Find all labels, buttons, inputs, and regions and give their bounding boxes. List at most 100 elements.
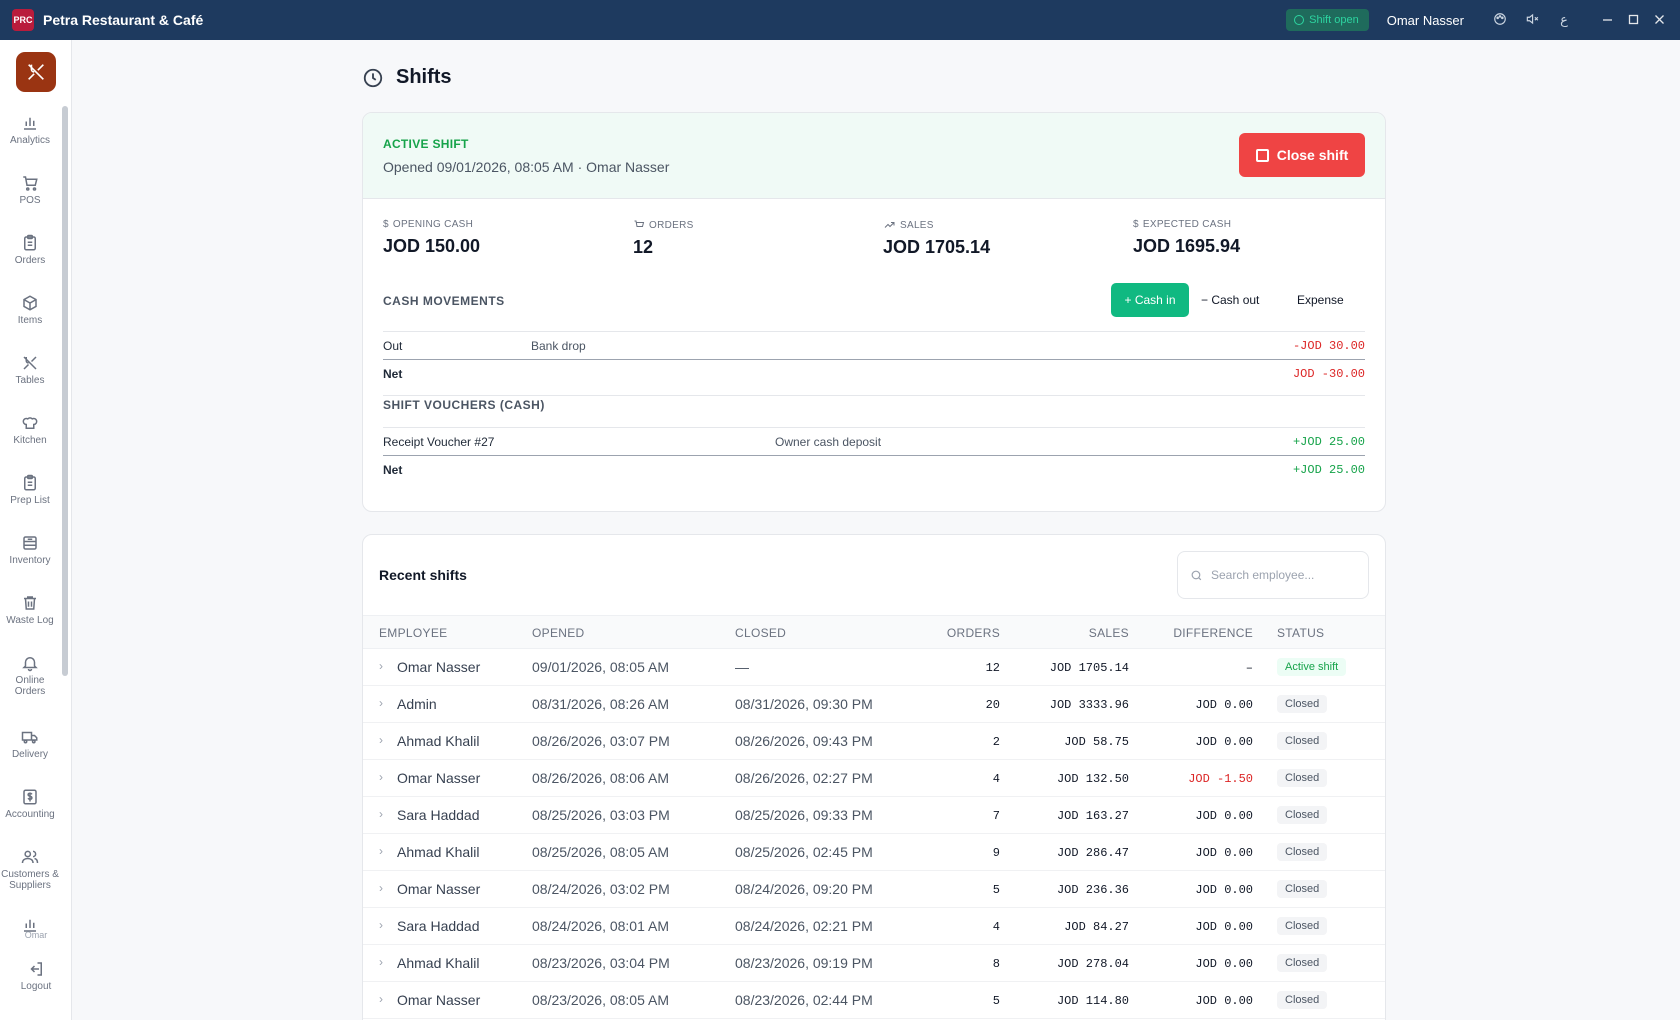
cell-sales: JOD 58.75 bbox=[1064, 735, 1129, 749]
sidebar-item-orders[interactable]: Orders bbox=[0, 234, 60, 266]
table-row[interactable]: › Ahmad Khalil 08/25/2026, 08:05 AM 08/25/2… bbox=[363, 834, 1385, 871]
column-header-employee[interactable]: EMPLOYEE bbox=[379, 626, 448, 640]
sidebar-item-delivery[interactable]: Delivery bbox=[0, 728, 60, 760]
table-row[interactable]: › Omar Nasser 08/23/2026, 08:05 AM 08/23/20… bbox=[363, 982, 1385, 1019]
close-shift-label: Close shift bbox=[1276, 147, 1349, 163]
table-row[interactable]: › Ahmad Khalil 08/23/2026, 03:04 PM 08/23/2… bbox=[363, 945, 1385, 982]
cell-sales: JOD 286.47 bbox=[1056, 846, 1129, 860]
brand-tile[interactable] bbox=[16, 52, 56, 92]
status-badge: Closed bbox=[1277, 917, 1328, 935]
cell-employee: Omar Nasser bbox=[397, 770, 481, 786]
table-row[interactable]: › Admin 08/31/2026, 08:26 AM 08/31/2026, 09… bbox=[363, 686, 1385, 723]
cell-opened: 08/26/2026, 03:07 PM bbox=[532, 733, 670, 749]
cell-employee: Ahmad Khalil bbox=[397, 844, 480, 860]
cell-opened: 08/23/2026, 08:05 AM bbox=[532, 992, 669, 1008]
sidebar-item-analytics[interactable]: Analytics bbox=[0, 114, 60, 146]
movement-note: Bank drop bbox=[531, 338, 586, 353]
recent-shifts-title: Recent shifts bbox=[379, 567, 467, 583]
chevron-right-icon[interactable]: › bbox=[379, 918, 383, 932]
stat-label: ORDERS bbox=[649, 219, 694, 231]
minimize-icon[interactable] bbox=[1594, 13, 1620, 28]
chevron-right-icon[interactable]: › bbox=[379, 844, 383, 858]
chevron-right-icon[interactable]: › bbox=[379, 770, 383, 784]
column-header-difference[interactable]: DIFFERENCE bbox=[1173, 626, 1253, 640]
chevron-right-icon[interactable]: › bbox=[379, 807, 383, 821]
chevron-right-icon[interactable]: › bbox=[379, 955, 383, 969]
chevron-right-icon[interactable]: › bbox=[379, 992, 383, 1006]
expense-button[interactable]: Expense bbox=[1297, 293, 1344, 307]
clipboard-list-icon bbox=[24, 474, 36, 491]
status-badge: Closed bbox=[1277, 880, 1328, 898]
sidebar-item-prep-list[interactable]: Prep List bbox=[0, 474, 60, 506]
column-header-closed[interactable]: CLOSED bbox=[735, 626, 787, 640]
table-row[interactable]: › Omar Nasser 08/24/2026, 03:02 PM 08/24/20… bbox=[363, 871, 1385, 908]
cell-employee: Ahmad Khalil bbox=[397, 733, 480, 749]
cash-movement-row: Out Bank drop -JOD 30.00 bbox=[383, 331, 1365, 359]
column-header-opened[interactable]: OPENED bbox=[532, 626, 585, 640]
dollar-icon: $ bbox=[1133, 219, 1139, 230]
voucher-amount: +JOD 25.00 bbox=[1292, 434, 1365, 449]
app-logo: PRC bbox=[12, 9, 34, 31]
sidebar-item-accounting[interactable]: Accounting bbox=[0, 788, 60, 820]
sidebar-item-waste-log[interactable]: Waste Log bbox=[0, 594, 60, 626]
trending-up-icon bbox=[884, 222, 895, 228]
cell-opened: 08/24/2026, 08:01 AM bbox=[532, 918, 669, 934]
cell-difference: JOD 0.00 bbox=[1195, 846, 1253, 860]
sidebar-item-label: Orders bbox=[14, 255, 46, 266]
stat-value: JOD 1695.94 bbox=[1133, 236, 1241, 256]
language-icon[interactable]: ع bbox=[1560, 12, 1568, 27]
mute-icon[interactable] bbox=[1516, 12, 1548, 29]
maximize-icon[interactable] bbox=[1620, 13, 1646, 28]
sidebar-item-tables[interactable]: Tables bbox=[0, 354, 60, 386]
sidebar-item-kitchen[interactable]: Kitchen bbox=[0, 414, 60, 446]
column-header-sales[interactable]: SALES bbox=[1088, 626, 1129, 640]
bar-chart-icon bbox=[24, 919, 36, 932]
table-row[interactable]: › Ahmad Khalil 08/26/2026, 03:07 PM 08/26/2… bbox=[363, 723, 1385, 760]
movement-amount: -JOD 30.00 bbox=[1292, 338, 1365, 353]
cart-icon bbox=[634, 220, 645, 227]
active-shift-opened: Opened 09/01/2026, 08:05 AM · Omar Nasse… bbox=[383, 159, 670, 175]
sidebar-item-label: Online Orders bbox=[14, 675, 46, 697]
logout-button[interactable]: Logout bbox=[0, 960, 72, 992]
table-row[interactable]: › Omar Nasser 09/01/2026, 08:05 AM — 12 JOD 1… bbox=[363, 649, 1385, 686]
search-input[interactable] bbox=[1211, 568, 1361, 582]
shift-status-pill[interactable]: Shift open bbox=[1286, 9, 1369, 31]
chevron-right-icon[interactable]: › bbox=[379, 659, 383, 673]
sidebar-item-items[interactable]: Items bbox=[0, 294, 60, 326]
close-icon[interactable] bbox=[1646, 13, 1672, 28]
chevron-right-icon[interactable]: › bbox=[379, 696, 383, 710]
search-box[interactable] bbox=[1177, 551, 1369, 599]
palette-icon[interactable] bbox=[1484, 12, 1516, 29]
cell-closed: 08/24/2026, 02:21 PM bbox=[735, 918, 873, 934]
sidebar-scrollbar[interactable] bbox=[62, 106, 68, 676]
status-badge: Closed bbox=[1277, 843, 1328, 861]
stat-label: EXPECTED CASH bbox=[1142, 219, 1232, 230]
cell-opened: 08/24/2026, 03:02 PM bbox=[532, 881, 670, 897]
chef-hat-icon bbox=[22, 417, 38, 429]
chevron-right-icon[interactable]: › bbox=[379, 733, 383, 747]
sidebar-item-online-orders[interactable]: Online Orders bbox=[0, 654, 60, 697]
sidebar-item-customers-suppliers[interactable]: Customers & Suppliers bbox=[0, 848, 60, 891]
sidebar-item-inventory[interactable]: Inventory bbox=[0, 534, 60, 566]
cash-movements-net-row: Net JOD -30.00 bbox=[383, 359, 1365, 387]
table-row[interactable]: › Sara Haddad 08/24/2026, 08:01 AM 08/24/20… bbox=[363, 908, 1385, 945]
sidebar-item-more[interactable] bbox=[0, 916, 60, 937]
cash-out-button[interactable]: − Cash out bbox=[1201, 293, 1260, 307]
chevron-right-icon[interactable]: › bbox=[379, 881, 383, 895]
column-header-orders[interactable]: ORDERS bbox=[946, 626, 1000, 640]
close-shift-button[interactable]: Close shift bbox=[1239, 133, 1365, 177]
shift-status-label: Shift open bbox=[1309, 14, 1359, 26]
truck-icon bbox=[21, 731, 38, 744]
cell-orders: 4 bbox=[992, 772, 1000, 786]
users-icon bbox=[21, 850, 39, 864]
shift-vouchers-title: SHIFT VOUCHERS (CASH) bbox=[383, 398, 545, 412]
table-row[interactable]: › Sara Haddad 08/25/2026, 03:03 PM 08/25/20… bbox=[363, 797, 1385, 834]
current-user[interactable]: Omar Nasser bbox=[1386, 12, 1464, 28]
cell-orders: 4 bbox=[992, 920, 1000, 934]
cash-in-button[interactable]: + Cash in bbox=[1111, 283, 1189, 317]
cell-orders: 12 bbox=[985, 661, 1000, 675]
table-row[interactable]: › Omar Nasser 08/26/2026, 08:06 AM 08/26/20… bbox=[363, 760, 1385, 797]
sidebar-item-pos[interactable]: POS bbox=[0, 174, 60, 206]
column-header-status[interactable]: STATUS bbox=[1277, 626, 1325, 640]
sidebar-item-label: Delivery bbox=[11, 749, 49, 760]
